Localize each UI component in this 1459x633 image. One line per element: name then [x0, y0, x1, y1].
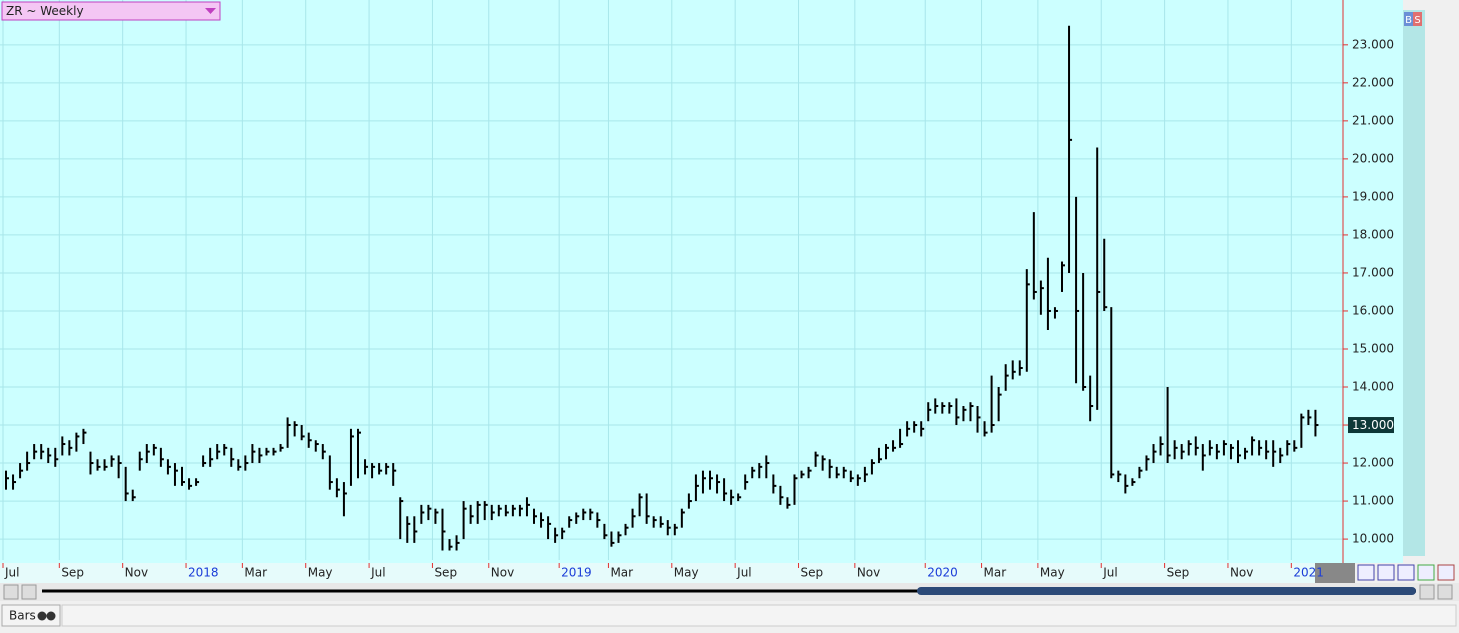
last-value-label: 13.000: [1352, 418, 1394, 432]
y-tick-label: 16.000: [1352, 303, 1394, 317]
x-tick-label: Jul: [4, 566, 19, 580]
x-tick-label: Mar: [610, 566, 633, 580]
x-tick-label: Mar: [244, 566, 267, 580]
x-tick-label: Nov: [1230, 566, 1253, 580]
nav-button[interactable]: [1417, 564, 1435, 581]
scroll-thumb[interactable]: [917, 587, 1416, 595]
chart-title[interactable]: ZR ~ Weekly: [6, 4, 84, 18]
plot-bg: [0, 0, 1403, 563]
toggle-icon[interactable]: [37, 611, 47, 621]
x-tick-label: Sep: [61, 566, 84, 580]
buy-label[interactable]: B: [1405, 15, 1412, 26]
x-tick-label: May: [1040, 566, 1065, 580]
y-tick-label: 12.000: [1352, 456, 1394, 470]
x-tick-label: Mar: [984, 566, 1007, 580]
y-tick-label: 11.000: [1352, 494, 1394, 508]
y-tick-label: 20.000: [1352, 151, 1394, 165]
x-tick-label: Jul: [1102, 566, 1117, 580]
x-tick-label: Nov: [125, 566, 148, 580]
y-tick-label: 15.000: [1352, 341, 1394, 355]
x-tick-label: Nov: [491, 566, 514, 580]
buy-button[interactable]: [1404, 12, 1413, 26]
x-tick-label: Sep: [801, 566, 824, 580]
x-tick-label: Jul: [736, 566, 751, 580]
status-bar: [61, 604, 1457, 627]
x-tick-label: May: [308, 566, 333, 580]
scroll-right[interactable]: [1419, 584, 1435, 600]
y-tick-label: 19.000: [1352, 189, 1394, 203]
nav-button[interactable]: [1397, 564, 1415, 581]
y-tick-label: 22.000: [1352, 75, 1394, 89]
status-tab[interactable]: [1, 604, 61, 627]
y-tick-label: 23.000: [1352, 37, 1394, 51]
side-strip: [1403, 10, 1425, 556]
nav-button[interactable]: [1437, 564, 1455, 581]
y-tick-label: 10.000: [1352, 532, 1394, 546]
scroll-end[interactable]: [1437, 584, 1453, 600]
status-label[interactable]: Bars: [9, 609, 36, 623]
x-tick-label: 2019: [561, 566, 592, 580]
y-tick-label: 17.000: [1352, 265, 1394, 279]
y-tick-label: 14.000: [1352, 380, 1394, 394]
sell-button[interactable]: [1413, 12, 1422, 26]
y-tick-label: 21.000: [1352, 113, 1394, 127]
scroll-start[interactable]: [3, 584, 19, 600]
x-tick-label: Jul: [370, 566, 385, 580]
scroll-left[interactable]: [21, 584, 37, 600]
last-value-box: [1348, 417, 1394, 434]
x-tick-label: 2021: [1293, 566, 1324, 580]
x-tick-label: 2020: [927, 566, 958, 580]
x-tick-label: 2018: [188, 566, 219, 580]
toggle-icon[interactable]: [46, 611, 56, 621]
y-tick-label: 18.000: [1352, 227, 1394, 241]
symbol-dropdown[interactable]: [1, 1, 221, 21]
x-axis-bg: [0, 563, 1315, 583]
nav-button[interactable]: [1357, 564, 1375, 581]
x-tick-label: Nov: [857, 566, 880, 580]
sell-label[interactable]: S: [1414, 15, 1420, 26]
x-tick-label: Sep: [1167, 566, 1190, 580]
plot: 10.000 11.000 12.000 13.000 14.000 15.000 16.0…: [0, 0, 1394, 580]
x-tick-label: Sep: [434, 566, 457, 580]
x-tick-label: May: [674, 566, 699, 580]
x-axis-end: [1315, 563, 1355, 583]
dropdown-arrow[interactable]: [205, 8, 216, 14]
nav-button[interactable]: [1377, 564, 1395, 581]
